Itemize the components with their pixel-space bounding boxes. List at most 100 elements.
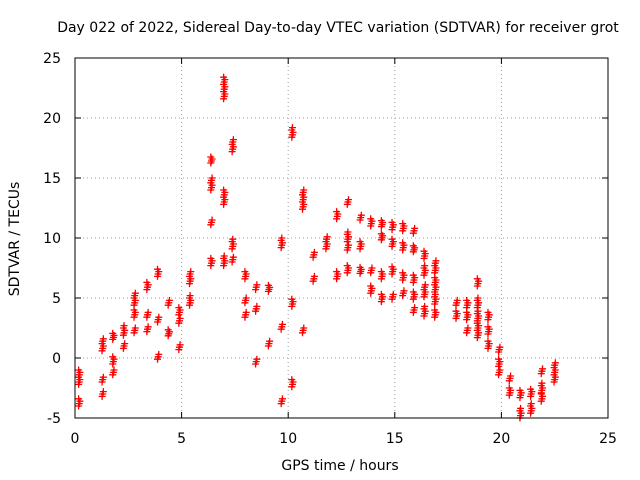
data-point [220, 186, 228, 194]
data-point [130, 306, 138, 314]
data-point [527, 385, 535, 393]
data-point [242, 308, 250, 316]
data-point [388, 263, 396, 271]
data-point [464, 324, 472, 332]
data-point [288, 124, 296, 132]
tick-labels: 0 5 10 15 20 25 -5 0 5 10 15 20 25 [43, 51, 617, 447]
data-point [278, 234, 286, 242]
data-point [109, 353, 117, 361]
data-point [409, 271, 417, 279]
data-point [164, 326, 172, 334]
data-point [495, 355, 503, 363]
data-point [399, 239, 407, 247]
data-point [154, 265, 162, 273]
data-point [253, 302, 261, 310]
data-point [539, 365, 547, 373]
data-point [377, 230, 385, 238]
data-point [411, 304, 419, 312]
data-point [377, 290, 385, 298]
data-point [144, 308, 152, 316]
data-point [131, 324, 139, 332]
data-point [388, 218, 396, 226]
data-point [367, 215, 375, 223]
data-point [507, 372, 515, 380]
y-axis-label: SDTVAR / TECUs [7, 182, 23, 297]
data-point [109, 329, 117, 337]
data-point [266, 337, 274, 345]
data-point [484, 337, 492, 345]
data-point [345, 196, 353, 204]
grid [75, 58, 608, 418]
data-point [143, 278, 151, 286]
data-point [344, 228, 352, 236]
y-tick-label: 15 [43, 171, 61, 187]
data-point [208, 216, 216, 224]
data-point [300, 186, 308, 194]
data-point [323, 233, 331, 241]
x-axis-label: GPS time / hours [281, 458, 398, 474]
data-point [187, 268, 195, 276]
data-point [131, 289, 139, 297]
data-point [421, 302, 429, 310]
data-point [452, 307, 460, 315]
data-point [421, 281, 429, 289]
data-point [333, 208, 341, 216]
data-point [356, 263, 364, 271]
axis-ticks [74, 57, 609, 419]
data-point [453, 296, 461, 304]
data-point [253, 281, 261, 289]
data-point [121, 340, 129, 348]
x-tick-label: 5 [177, 431, 186, 447]
data-point [165, 296, 173, 304]
data-point [75, 395, 83, 403]
data-point [75, 366, 83, 374]
data-point [484, 323, 492, 331]
data-point [99, 335, 107, 343]
data-point [155, 313, 163, 321]
data-point [144, 323, 152, 331]
data-point [431, 290, 439, 298]
y-tick-label: 5 [52, 291, 61, 307]
data-point [253, 355, 261, 363]
data-point [409, 242, 417, 250]
x-tick-label: 25 [599, 431, 617, 447]
data-point [345, 241, 353, 249]
data-point [537, 390, 545, 398]
data-point [399, 269, 407, 277]
data-point [242, 294, 250, 302]
data-point [264, 281, 272, 289]
data-point [120, 322, 128, 330]
data-point [207, 254, 215, 262]
data-point [527, 400, 535, 408]
data-point [99, 373, 107, 381]
data-point [176, 341, 184, 349]
chart-title: Day 022 of 2022, Sidereal Day-to-day VTE… [57, 20, 619, 36]
data-point [300, 324, 308, 332]
data-point [421, 262, 429, 270]
data-point [343, 262, 351, 270]
data-point [278, 395, 286, 403]
y-tick-label: 25 [43, 51, 61, 67]
plot-frame [74, 57, 609, 419]
data-point [208, 174, 216, 182]
data-point [474, 294, 482, 302]
data-point [474, 307, 482, 315]
x-tick-label: 10 [279, 431, 297, 447]
x-tick-label: 20 [492, 431, 510, 447]
data-point [388, 235, 396, 243]
data-point [551, 359, 559, 367]
data-point [431, 306, 439, 314]
data-point [176, 314, 184, 322]
data-point [484, 308, 492, 316]
data-point [310, 248, 318, 256]
data-point [473, 319, 481, 327]
x-tick-label: 15 [386, 431, 404, 447]
data-point [463, 296, 471, 304]
data-point [288, 295, 296, 303]
data-point [357, 211, 365, 219]
data-point [399, 220, 407, 228]
data-point [409, 288, 417, 296]
data-points [75, 73, 559, 422]
data-point [155, 350, 163, 358]
